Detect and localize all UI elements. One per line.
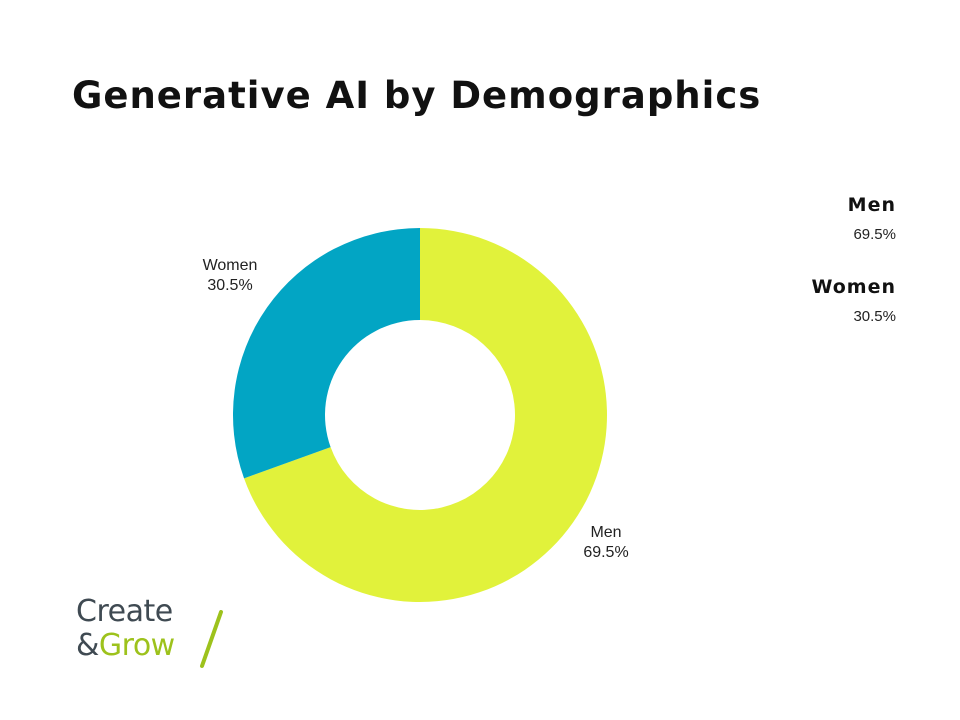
slice-labels: Men 69.5% Women 30.5% <box>203 257 629 561</box>
legend-item-women: Women 30.5% <box>811 274 896 326</box>
donut-slices <box>232 228 607 602</box>
slice-women <box>232 228 420 479</box>
legend-value: 69.5% <box>853 226 896 243</box>
legend-name: Men <box>847 194 896 216</box>
logo-ampersand: & <box>76 628 99 663</box>
slice-men <box>244 228 607 602</box>
create-and-grow-logo: Create &Grow <box>76 596 226 676</box>
logo-check-stroke-icon <box>200 610 223 668</box>
slice-label-value-women: 30.5% <box>207 277 252 294</box>
logo-line-two: &Grow <box>76 630 175 662</box>
logo-word-create: Create <box>76 594 173 629</box>
slice-label-name-women: Women <box>203 257 258 274</box>
slice-label-value-men: 69.5% <box>583 544 628 561</box>
chart-title: Generative AI by Demographics <box>72 74 762 117</box>
slice-label-name-men: Men <box>590 524 621 541</box>
legend-value: 30.5% <box>853 308 896 325</box>
legend: Men 69.5% Women 30.5% <box>811 192 896 356</box>
legend-item-men: Men 69.5% <box>811 192 896 244</box>
legend-name: Women <box>811 276 896 298</box>
logo-word-grow: Grow <box>98 628 175 663</box>
